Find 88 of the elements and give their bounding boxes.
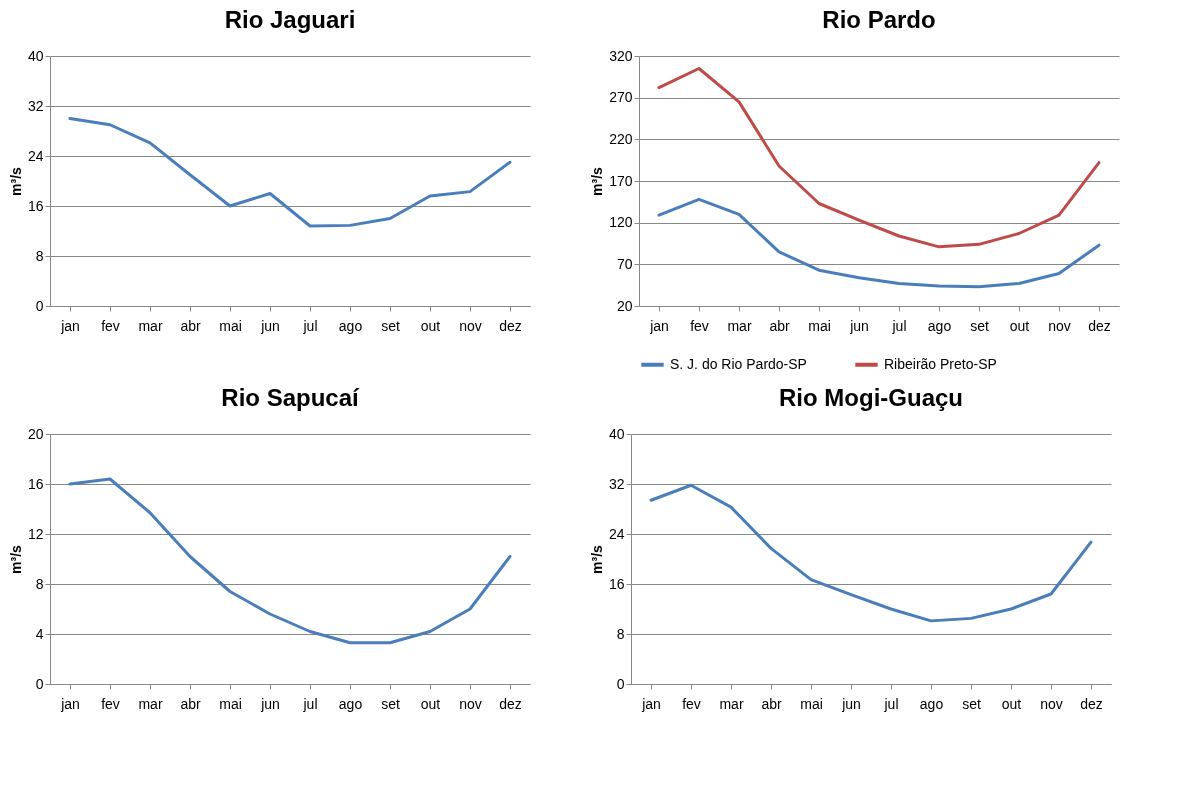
x-tick-label: jan bbox=[60, 317, 80, 334]
y-axis-title: m³/s bbox=[7, 166, 24, 196]
x-tick-label: mar bbox=[138, 317, 163, 334]
line-series bbox=[657, 67, 1101, 249]
x-tick-label: dez bbox=[1080, 695, 1103, 712]
x-tick-label: abr bbox=[769, 317, 790, 334]
line-series bbox=[649, 483, 1093, 623]
x-tick-label: abr bbox=[761, 695, 782, 712]
y-tick-label: 12 bbox=[27, 525, 44, 542]
y-tick-label: 40 bbox=[608, 425, 625, 442]
x-tick-label: dez bbox=[499, 695, 522, 712]
y-axis-title: m³/s bbox=[588, 544, 605, 574]
x-tick-label: jun bbox=[260, 695, 280, 712]
y-tick-label: 70 bbox=[616, 255, 633, 272]
x-tick-label: fev bbox=[101, 317, 120, 334]
y-tick-label: 16 bbox=[27, 475, 44, 492]
y-tick-label: 4 bbox=[35, 625, 44, 642]
x-tick-label: jan bbox=[649, 317, 669, 334]
y-tick-label: 8 bbox=[616, 625, 625, 642]
x-tick-label: mai bbox=[808, 317, 831, 334]
y-tick-label: 24 bbox=[608, 525, 625, 542]
chart-title: Rio Pardo bbox=[822, 6, 936, 33]
legend-label: S. J. do Rio Pardo-SP bbox=[670, 355, 807, 372]
x-tick-label: out bbox=[420, 695, 441, 712]
x-tick-label: mai bbox=[800, 695, 823, 712]
y-tick-label: 0 bbox=[35, 675, 44, 692]
x-tick-label: out bbox=[1009, 317, 1030, 334]
x-tick-label: nov bbox=[459, 317, 482, 334]
x-tick-label: mai bbox=[219, 695, 242, 712]
y-tick-label: 16 bbox=[608, 575, 625, 592]
x-tick-label: jun bbox=[260, 317, 280, 334]
y-tick-label: 32 bbox=[608, 475, 625, 492]
y-tick-label: 40 bbox=[27, 47, 44, 64]
y-tick-label: 0 bbox=[616, 675, 625, 692]
x-tick-label: nov bbox=[1040, 695, 1063, 712]
x-tick-label: fev bbox=[690, 317, 709, 334]
chart-title: Rio Jaguari bbox=[224, 6, 356, 33]
x-tick-label: set bbox=[381, 317, 400, 334]
x-tick-label: jun bbox=[849, 317, 869, 334]
y-axis-title: m³/s bbox=[7, 544, 24, 574]
y-tick-label: 0 bbox=[35, 297, 44, 314]
x-tick-label: fev bbox=[682, 695, 701, 712]
x-tick-label: set bbox=[970, 317, 989, 334]
legend-label: Ribeirão Preto-SP bbox=[884, 355, 997, 372]
y-tick-label: 8 bbox=[35, 575, 44, 592]
x-tick-label: jan bbox=[641, 695, 661, 712]
x-tick-label: nov bbox=[1048, 317, 1071, 334]
line-series bbox=[68, 117, 512, 228]
x-tick-label: out bbox=[1001, 695, 1022, 712]
x-tick-label: jul bbox=[891, 317, 907, 334]
x-tick-label: ago bbox=[919, 695, 944, 712]
x-tick-label: abr bbox=[180, 317, 201, 334]
x-tick-label: mar bbox=[719, 695, 744, 712]
x-tick-label: mai bbox=[219, 317, 242, 334]
y-tick-label: 24 bbox=[27, 147, 44, 164]
x-tick-label: jun bbox=[841, 695, 861, 712]
x-tick-label: dez bbox=[499, 317, 522, 334]
x-tick-label: out bbox=[420, 317, 441, 334]
y-tick-label: 120 bbox=[609, 214, 633, 231]
x-tick-label: jul bbox=[883, 695, 899, 712]
y-tick-label: 8 bbox=[35, 247, 44, 264]
y-tick-label: 220 bbox=[609, 130, 633, 147]
x-tick-label: ago bbox=[338, 695, 363, 712]
x-tick-label: jul bbox=[302, 317, 318, 334]
y-tick-label: 170 bbox=[609, 172, 633, 189]
x-tick-label: set bbox=[381, 695, 400, 712]
y-tick-label: 320 bbox=[609, 47, 633, 64]
x-tick-label: jul bbox=[302, 695, 318, 712]
line-series bbox=[68, 477, 512, 645]
x-tick-label: jan bbox=[60, 695, 80, 712]
y-tick-label: 20 bbox=[616, 297, 633, 314]
y-axis-title: m³/s bbox=[589, 166, 606, 196]
y-tick-label: 270 bbox=[609, 89, 633, 106]
x-tick-label: fev bbox=[101, 695, 120, 712]
x-tick-label: set bbox=[962, 695, 981, 712]
line-series bbox=[657, 197, 1101, 289]
chart-title: Rio Sapucaí bbox=[221, 384, 361, 411]
x-tick-label: ago bbox=[927, 317, 952, 334]
chart-title: Rio Mogi-Guaçu bbox=[779, 384, 963, 411]
x-tick-label: mar bbox=[138, 695, 163, 712]
y-tick-label: 32 bbox=[27, 97, 44, 114]
x-tick-label: abr bbox=[180, 695, 201, 712]
x-tick-label: mar bbox=[727, 317, 752, 334]
x-tick-label: nov bbox=[459, 695, 482, 712]
x-tick-label: dez bbox=[1088, 317, 1111, 334]
x-tick-label: ago bbox=[338, 317, 363, 334]
y-tick-label: 16 bbox=[27, 197, 44, 214]
y-tick-label: 20 bbox=[27, 425, 44, 442]
